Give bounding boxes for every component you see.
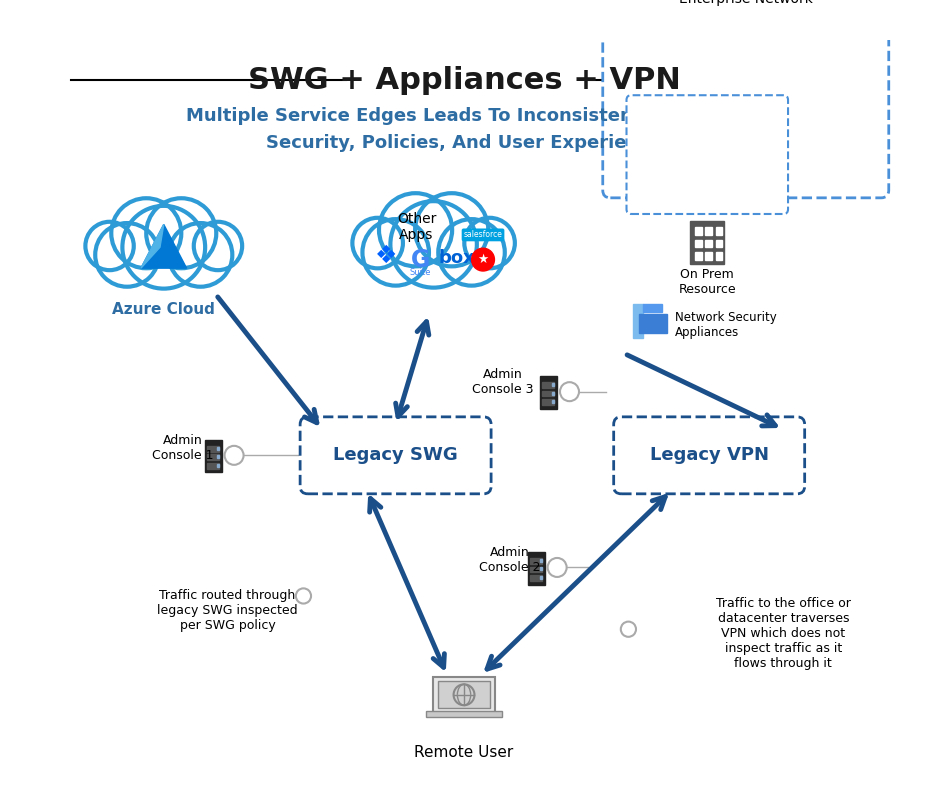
Circle shape	[362, 219, 429, 286]
Circle shape	[560, 382, 578, 401]
Circle shape	[111, 198, 181, 268]
Circle shape	[471, 248, 494, 271]
Circle shape	[146, 198, 216, 268]
Circle shape	[620, 621, 636, 637]
Circle shape	[96, 223, 159, 287]
FancyBboxPatch shape	[625, 95, 787, 214]
Circle shape	[122, 206, 205, 289]
Bar	[694, 240, 701, 247]
Text: G: G	[410, 248, 430, 271]
Bar	[704, 240, 711, 247]
Text: Admin
Console 3: Admin Console 3	[471, 368, 534, 396]
Circle shape	[464, 218, 514, 268]
Text: box: box	[438, 249, 474, 266]
Bar	[704, 252, 711, 259]
Bar	[715, 227, 722, 235]
Bar	[552, 383, 554, 386]
Text: Traffic routed through
legacy SWG inspected
per SWG policy: Traffic routed through legacy SWG inspec…	[157, 588, 297, 632]
Text: Enterprise Network: Enterprise Network	[678, 0, 812, 6]
Polygon shape	[141, 225, 187, 268]
Circle shape	[379, 193, 452, 266]
Bar	[541, 382, 554, 388]
Text: ❖: ❖	[375, 244, 397, 268]
FancyBboxPatch shape	[300, 417, 491, 493]
Bar	[426, 711, 501, 716]
Bar	[217, 464, 219, 467]
Text: Azure Cloud: Azure Cloud	[112, 302, 215, 316]
Bar	[715, 240, 722, 247]
Bar	[432, 677, 495, 713]
Circle shape	[169, 223, 232, 287]
Text: salesforce: salesforce	[463, 230, 502, 239]
Text: Other
Apps: Other Apps	[396, 213, 436, 242]
Bar	[529, 575, 541, 580]
Text: SWG + Appliances + VPN: SWG + Appliances + VPN	[248, 65, 679, 94]
Text: Network Security
Appliances: Network Security Appliances	[675, 312, 776, 339]
Bar	[539, 576, 541, 579]
Bar	[438, 682, 489, 708]
Bar	[206, 463, 219, 469]
Bar	[206, 454, 219, 460]
Text: Security, Policies, And User Experience: Security, Policies, And User Experience	[265, 134, 662, 151]
Circle shape	[390, 201, 476, 287]
Bar	[527, 552, 544, 584]
Bar	[552, 400, 554, 403]
Bar	[539, 559, 541, 562]
FancyBboxPatch shape	[602, 0, 888, 198]
Text: Legacy SWG: Legacy SWG	[333, 446, 458, 464]
Text: On Prem
Resource: On Prem Resource	[677, 268, 735, 296]
Circle shape	[225, 446, 243, 464]
Bar	[206, 446, 219, 452]
Text: Suite: Suite	[409, 268, 431, 278]
Bar	[541, 399, 554, 405]
Bar	[539, 377, 557, 409]
Circle shape	[547, 558, 566, 577]
Text: Traffic to the office or
datacenter traverses
VPN which does not
inspect traffic: Traffic to the office or datacenter trav…	[715, 597, 850, 671]
Bar	[217, 447, 219, 450]
Bar	[704, 227, 711, 235]
Circle shape	[295, 588, 311, 604]
Circle shape	[415, 193, 488, 266]
Circle shape	[85, 222, 134, 270]
Text: ★: ★	[477, 253, 488, 266]
Bar	[690, 221, 724, 264]
Bar	[541, 390, 554, 396]
Bar	[642, 304, 661, 312]
Bar	[552, 392, 554, 394]
Bar	[539, 568, 541, 570]
Text: Admin
Console 1: Admin Console 1	[152, 434, 213, 462]
Text: Multiple Service Edges Leads To Inconsistent Visibility,: Multiple Service Edges Leads To Inconsis…	[187, 107, 741, 125]
Bar	[529, 558, 541, 564]
FancyBboxPatch shape	[613, 417, 804, 493]
Bar	[633, 304, 642, 338]
Bar	[217, 456, 219, 458]
Polygon shape	[141, 225, 163, 268]
Bar	[694, 252, 701, 259]
Bar	[694, 227, 701, 235]
Text: Admin
Console 2: Admin Console 2	[478, 546, 540, 574]
Circle shape	[194, 222, 242, 270]
Bar	[204, 440, 222, 473]
Bar	[638, 314, 666, 332]
Circle shape	[438, 219, 504, 286]
Bar	[529, 567, 541, 572]
Bar	[715, 252, 722, 259]
Text: Remote User: Remote User	[414, 745, 513, 760]
Text: Legacy VPN: Legacy VPN	[649, 446, 767, 464]
Circle shape	[352, 218, 403, 268]
